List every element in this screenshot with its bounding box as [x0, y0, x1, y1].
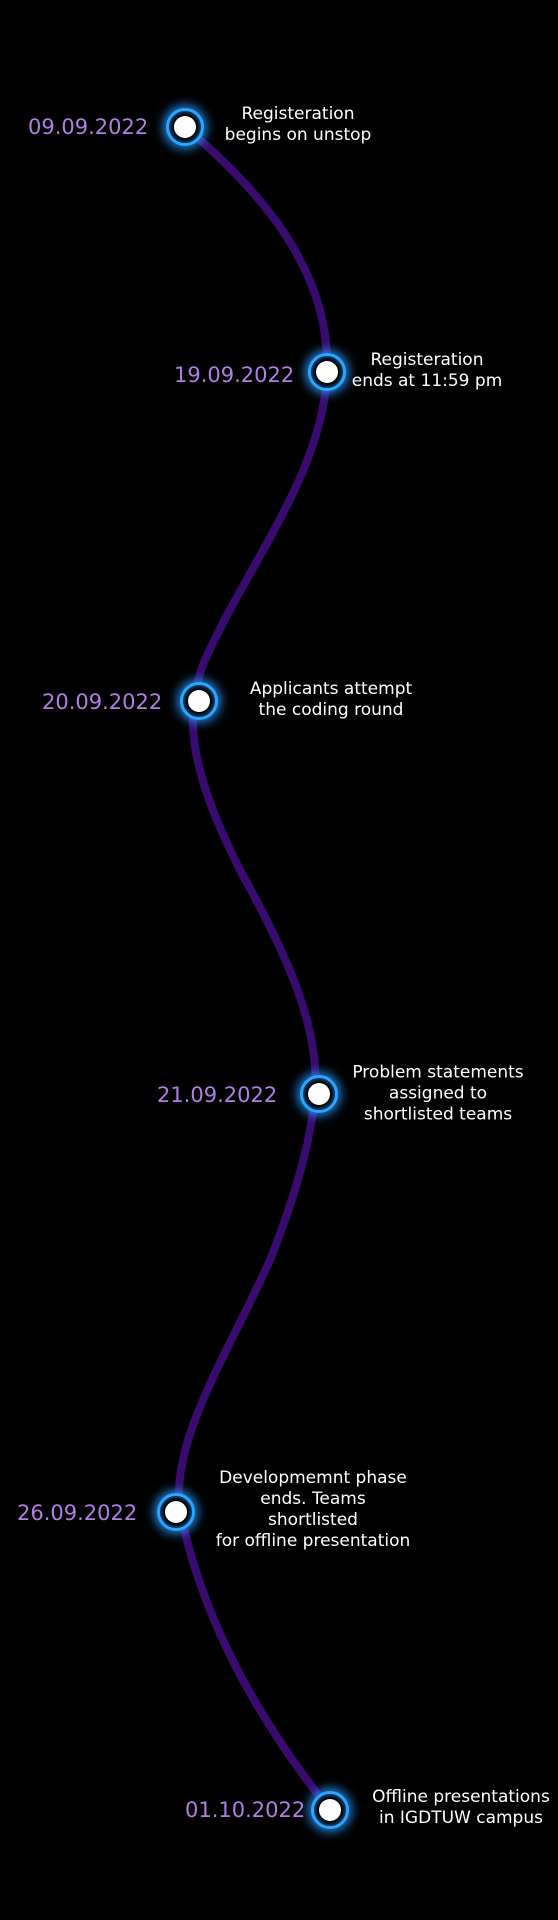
- event-marker-icon: [157, 1493, 195, 1531]
- event-description: Problem statements assigned to shortlist…: [352, 1062, 524, 1125]
- marker-dot: [188, 690, 210, 712]
- event-description: Registeration ends at 11:59 pm: [351, 350, 503, 391]
- event-marker-icon: [311, 1791, 349, 1829]
- marker-dot: [165, 1501, 187, 1523]
- event-date: 09.09.2022: [28, 115, 149, 139]
- event-marker-icon: [180, 682, 218, 720]
- marker-dot: [316, 361, 338, 383]
- event-marker-icon: [308, 353, 346, 391]
- event-description: Registeration begins on unstop: [224, 104, 372, 145]
- marker-dot: [319, 1799, 341, 1821]
- event-date: 01.10.2022: [185, 1798, 306, 1822]
- event-marker-icon: [166, 108, 204, 146]
- marker-dot: [174, 116, 196, 138]
- event-date: 26.09.2022: [17, 1501, 138, 1525]
- event-description: Offline presentations in IGDTUW campus: [372, 1787, 550, 1828]
- marker-dot: [308, 1083, 330, 1105]
- event-date: 20.09.2022: [42, 690, 163, 714]
- event-marker-icon: [300, 1075, 338, 1113]
- event-description: Developmemnt phase ends. Teams shortlist…: [215, 1468, 411, 1551]
- event-description: Applicants attempt the coding round: [249, 679, 413, 720]
- event-date: 19.09.2022: [174, 363, 295, 387]
- event-date: 21.09.2022: [157, 1083, 278, 1107]
